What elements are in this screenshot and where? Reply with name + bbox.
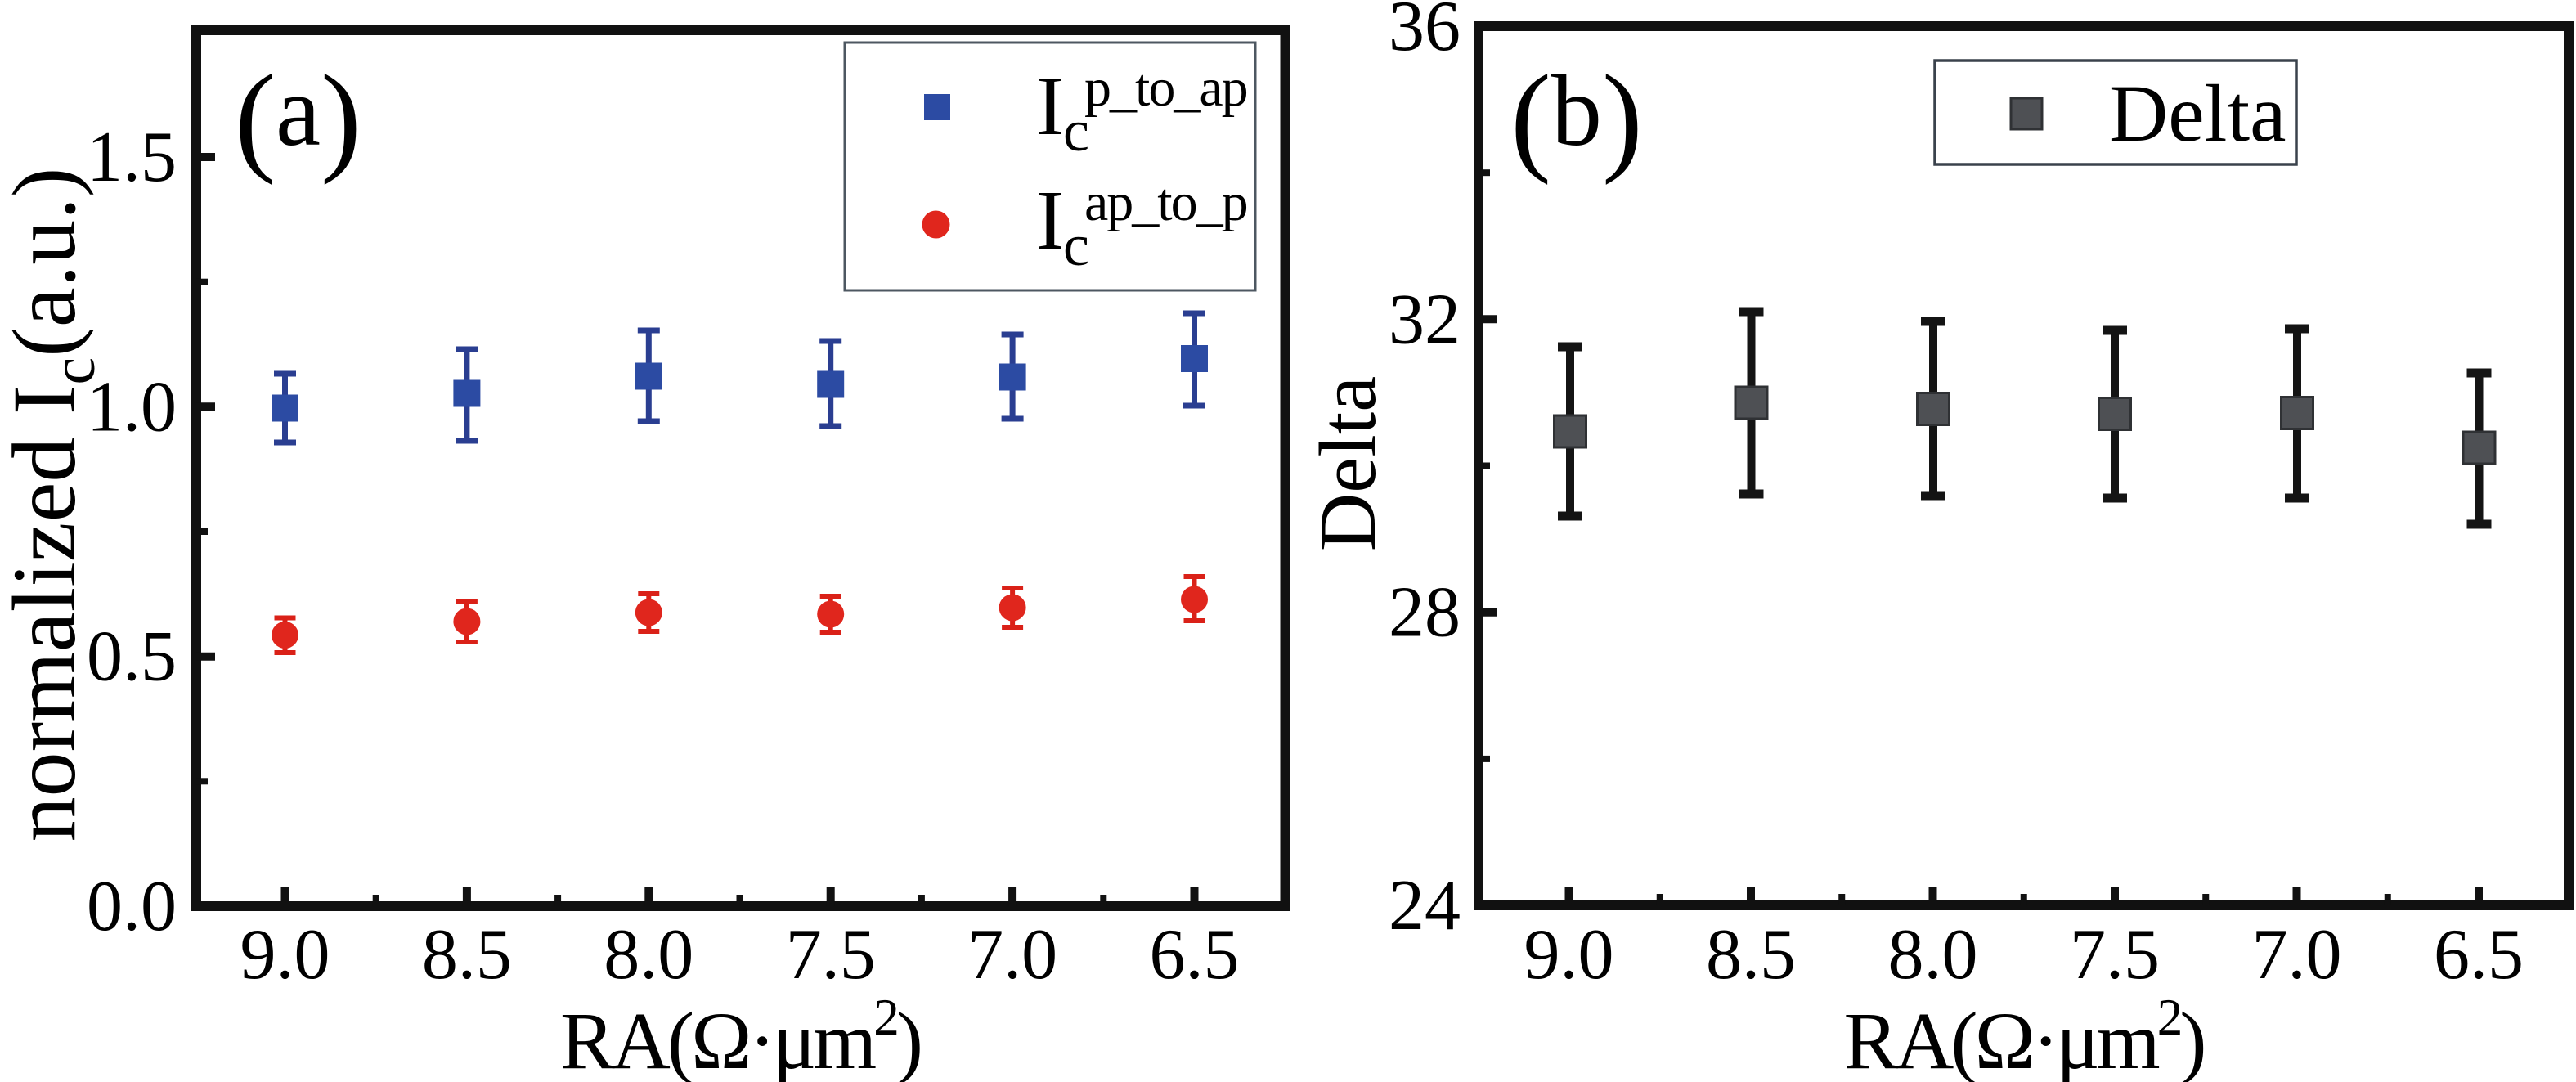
svg-text:p_to_ap: p_to_ap bbox=[1084, 58, 1247, 118]
svg-text:32: 32 bbox=[1389, 280, 1461, 359]
svg-text:(a): (a) bbox=[235, 50, 361, 186]
svg-text:ap_to_p: ap_to_p bbox=[1084, 173, 1247, 232]
svg-text:7.5: 7.5 bbox=[2070, 915, 2160, 994]
svg-text:6.5: 6.5 bbox=[1150, 915, 1240, 994]
svg-text:8.0: 8.0 bbox=[604, 915, 693, 994]
svg-text:8.5: 8.5 bbox=[1706, 915, 1796, 994]
svg-text:I: I bbox=[1036, 59, 1065, 153]
svg-text:36: 36 bbox=[1389, 0, 1461, 66]
svg-text:7.0: 7.0 bbox=[967, 915, 1057, 994]
svg-text:7.0: 7.0 bbox=[2252, 915, 2342, 994]
svg-text:7.5: 7.5 bbox=[786, 915, 876, 994]
svg-text:RA(Ω·μm2): RA(Ω·μm2) bbox=[1843, 989, 2203, 1082]
svg-text:6.5: 6.5 bbox=[2434, 915, 2524, 994]
svg-text:0.0: 0.0 bbox=[87, 867, 177, 946]
svg-text:RA(Ω·μm2): RA(Ω·μm2) bbox=[560, 989, 920, 1082]
svg-text:1.0: 1.0 bbox=[87, 367, 177, 447]
svg-text:28: 28 bbox=[1389, 573, 1461, 653]
svg-text:Delta: Delta bbox=[2109, 68, 2287, 159]
svg-text:24: 24 bbox=[1389, 866, 1461, 945]
svg-text:0.5: 0.5 bbox=[87, 617, 177, 697]
svg-text:Delta: Delta bbox=[1304, 376, 1393, 551]
svg-text:8.5: 8.5 bbox=[422, 915, 512, 994]
svg-text:9.0: 9.0 bbox=[1524, 915, 1614, 994]
svg-text:9.0: 9.0 bbox=[240, 915, 330, 994]
svg-text:I: I bbox=[1036, 173, 1065, 267]
svg-text:1.5: 1.5 bbox=[87, 118, 177, 197]
svg-text:c: c bbox=[1063, 213, 1089, 278]
svg-text:c: c bbox=[1063, 98, 1089, 164]
svg-text:(b): (b) bbox=[1510, 50, 1643, 186]
svg-text:normalized Ic(a.u.): normalized Ic(a.u.) bbox=[0, 168, 108, 842]
svg-text:8.0: 8.0 bbox=[1888, 915, 1978, 994]
